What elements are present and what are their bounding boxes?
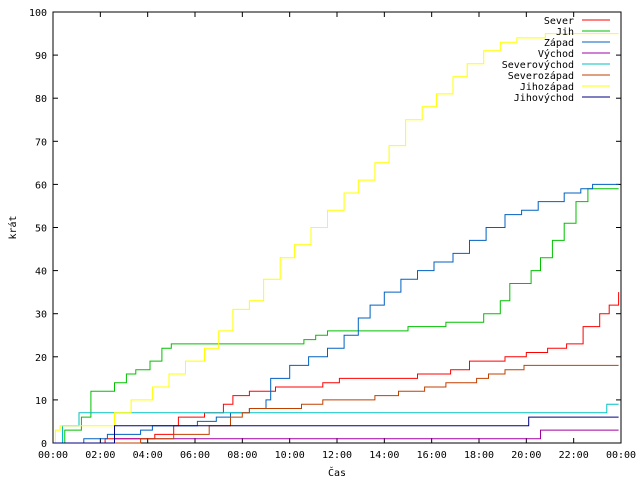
y-tick-label: 100 xyxy=(29,8,47,19)
series-line-2 xyxy=(53,188,619,444)
series-line-4 xyxy=(53,429,619,444)
y-tick-label: 10 xyxy=(35,396,47,407)
y-tick-label: 70 xyxy=(35,137,47,148)
y-axis-label: krát xyxy=(7,215,19,239)
x-tick-label: 18:00 xyxy=(464,450,494,461)
x-tick-label: 00:00 xyxy=(38,450,68,461)
series-line-6 xyxy=(53,364,619,444)
x-tick-label: 16:00 xyxy=(417,450,447,461)
y-tick-label: 80 xyxy=(35,94,47,105)
y-tick-label: 30 xyxy=(35,310,47,321)
legend-label-4: Východ xyxy=(538,48,574,60)
series-line-7 xyxy=(53,33,619,444)
series-line-3 xyxy=(53,183,619,444)
legend-label-8: Jihovýchod xyxy=(514,92,574,104)
x-tick-label: 14:00 xyxy=(369,450,399,461)
legend-label-5: Severovýchod xyxy=(502,59,574,71)
x-tick-label: 06:00 xyxy=(180,450,210,461)
series-line-1 xyxy=(53,292,620,444)
x-tick-label: 10:00 xyxy=(275,450,305,461)
y-tick-label: 20 xyxy=(35,353,47,364)
series-line-8 xyxy=(53,416,619,444)
legend-label-1: Sever xyxy=(544,16,574,27)
x-tick-label: 12:00 xyxy=(322,450,352,461)
x-tick-label: 20:00 xyxy=(511,450,541,461)
x-tick-label: 04:00 xyxy=(133,450,163,461)
x-axis-label: Čas xyxy=(328,466,346,479)
legend-label-2: Jih xyxy=(556,27,574,38)
y-tick-label: 40 xyxy=(35,267,47,278)
y-tick-label: 50 xyxy=(35,224,47,235)
y-tick-label: 60 xyxy=(35,180,47,191)
x-tick-label: 00:00 xyxy=(606,450,636,461)
legend-label-6: Severozápad xyxy=(508,70,574,82)
legend-label-3: Západ xyxy=(544,37,574,49)
x-tick-label: 08:00 xyxy=(227,450,257,461)
series-line-5 xyxy=(53,403,619,444)
x-tick-label: 22:00 xyxy=(559,450,589,461)
x-tick-label: 02:00 xyxy=(85,450,115,461)
y-tick-label: 90 xyxy=(35,51,47,62)
y-tick-label: 0 xyxy=(41,439,47,450)
legend-label-7: Jihozápad xyxy=(520,81,574,93)
